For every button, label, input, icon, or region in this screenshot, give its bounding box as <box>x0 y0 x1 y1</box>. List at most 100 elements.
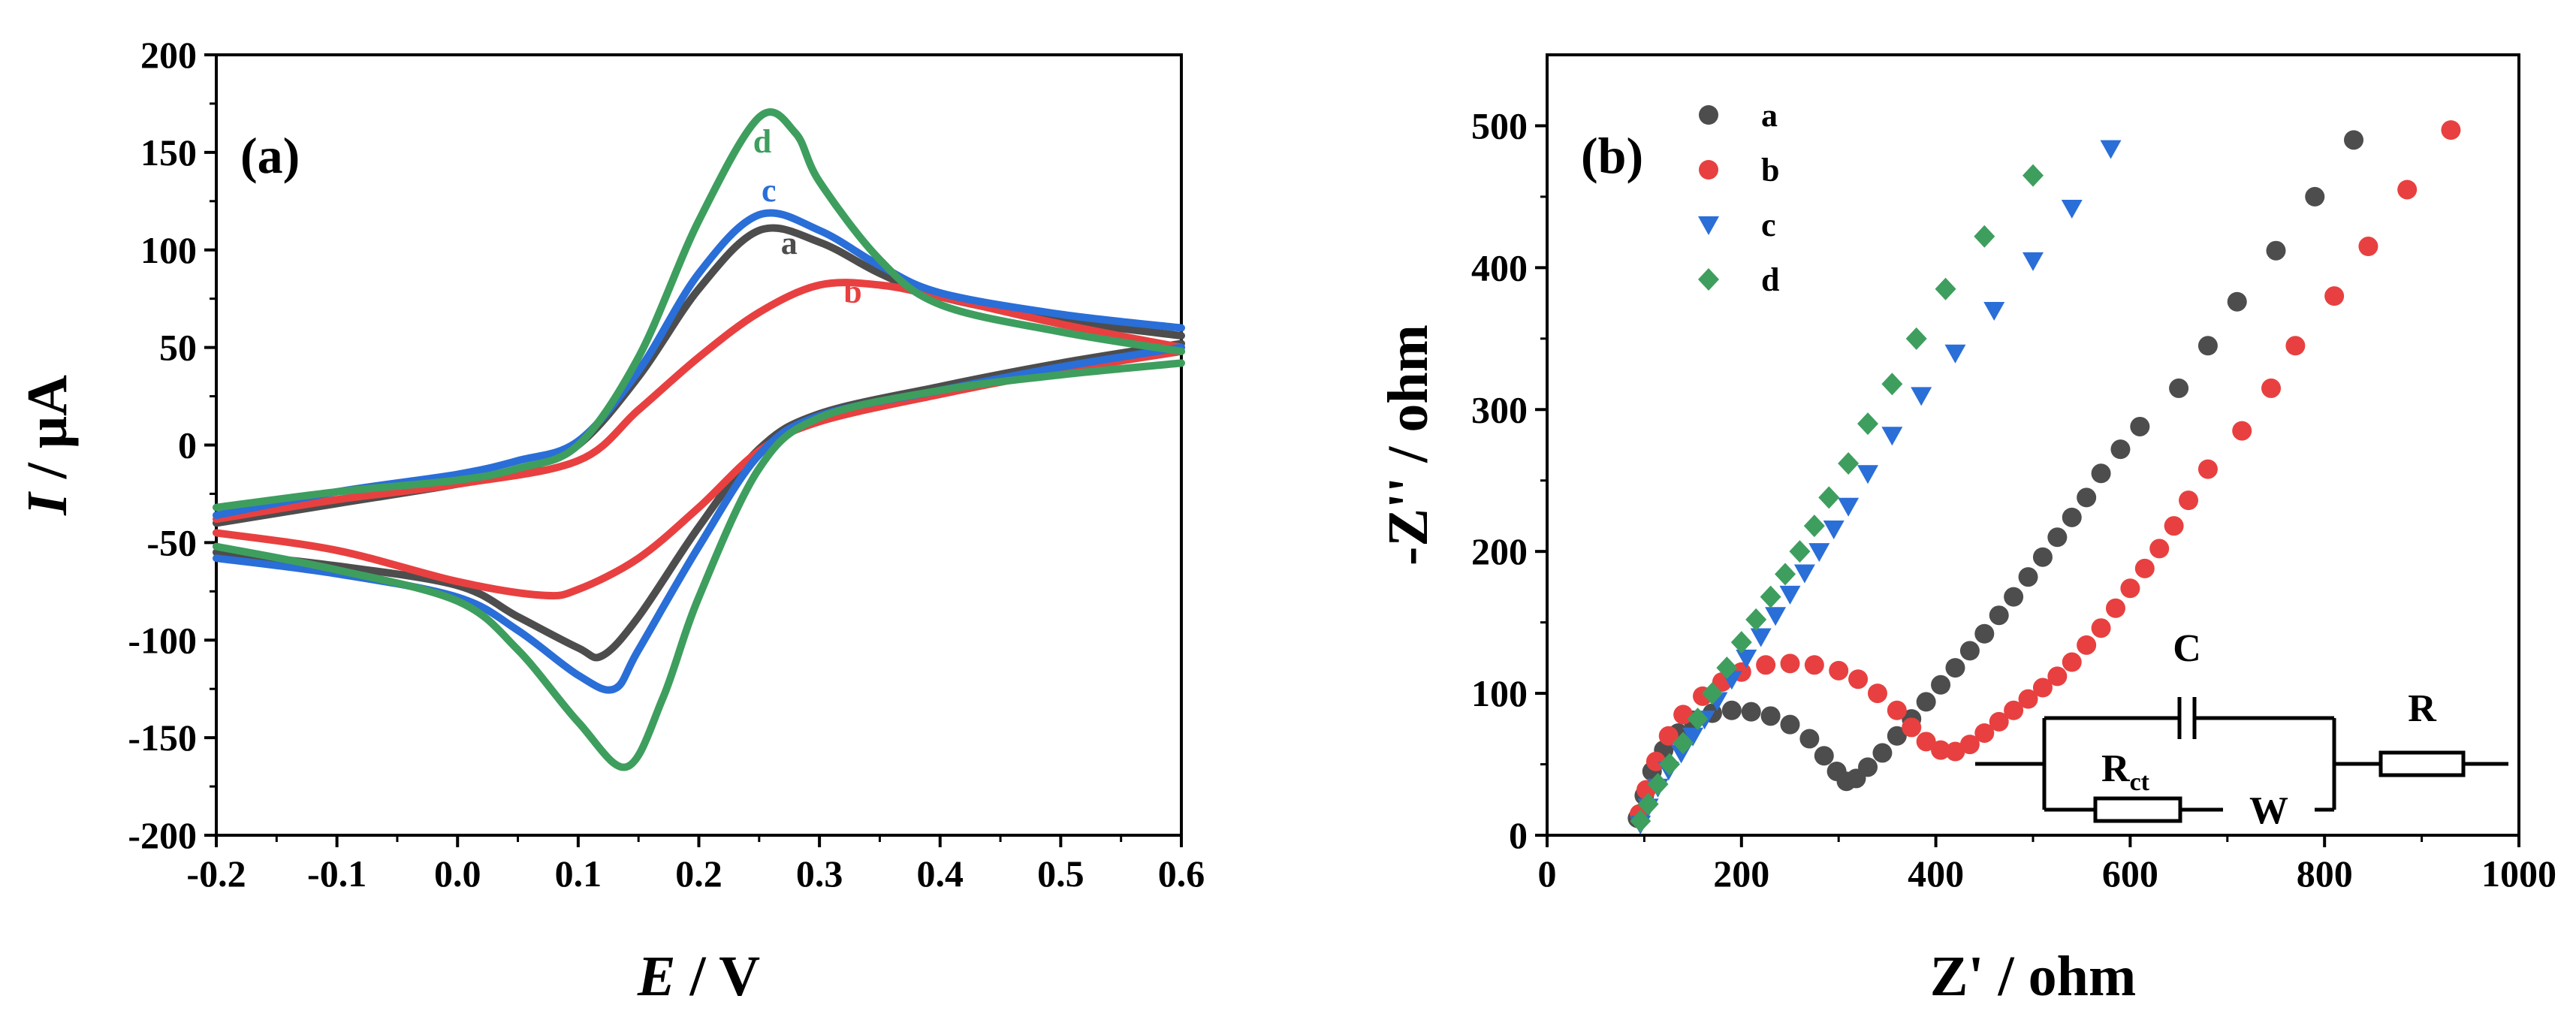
data-point-b <box>2032 677 2053 698</box>
data-point-a <box>2305 186 2325 207</box>
data-point-a <box>1945 658 1965 678</box>
data-point-a <box>1974 623 1995 644</box>
cv-curve-a-cathodic <box>213 340 1185 662</box>
data-point-a <box>1858 757 1878 777</box>
cv-curve-c-cathodic <box>213 343 1185 694</box>
data-point-d <box>1647 772 1669 795</box>
legend-label-a: a <box>1761 97 1778 134</box>
data-point-d <box>1701 682 1723 705</box>
x-tick-label: 600 <box>2102 853 2158 895</box>
data-point-d <box>1935 277 1956 300</box>
y-tick-label: 400 <box>1471 246 1528 288</box>
data-point-c <box>1983 302 2005 321</box>
data-point-b <box>1974 723 1995 743</box>
x-tick-label: 0.0 <box>434 853 481 895</box>
data-point-a <box>1760 706 1781 726</box>
data-point-a <box>1989 605 2009 626</box>
y-tick-label: 200 <box>140 34 197 76</box>
y-axis-label: -Z'' / ohm <box>1377 324 1440 566</box>
data-point-b <box>2358 237 2378 257</box>
legend-label-b: b <box>1761 152 1779 189</box>
y-tick-label: 100 <box>1471 672 1528 714</box>
y-tick-label: 500 <box>1471 104 1528 146</box>
y-tick-label: 300 <box>1471 388 1528 430</box>
data-point-a <box>1872 743 1893 763</box>
data-point-b <box>1959 735 1980 755</box>
y-tick-label: 0 <box>178 424 197 466</box>
data-point-c <box>1808 543 1830 563</box>
circuit-label-rct: Rct <box>2101 747 2150 796</box>
data-point-b <box>2149 539 2170 559</box>
data-point-c <box>1881 427 1903 446</box>
y-axis-label: I / μA <box>16 375 79 516</box>
data-point-d <box>1775 563 1796 586</box>
data-point-a <box>1741 702 1761 722</box>
data-point-c <box>1793 564 1815 584</box>
data-point-a <box>1887 726 1907 746</box>
data-point-b <box>1756 655 1776 675</box>
data-point-d <box>1789 540 1811 563</box>
data-point-d <box>1974 225 1995 248</box>
data-point-b <box>1931 740 1951 760</box>
y-tick-label: 100 <box>140 229 197 271</box>
curve-label-d: d <box>753 123 771 160</box>
data-point-a <box>2169 378 2189 398</box>
data-point-a <box>1721 700 1742 720</box>
data-point-d <box>1838 452 1860 475</box>
y-tick-label: -150 <box>128 717 197 759</box>
x-tick-label: -0.2 <box>186 853 246 895</box>
cv-curve-c-anodic <box>213 209 1185 519</box>
data-point-c <box>1736 649 1757 668</box>
data-point-a <box>2032 547 2053 567</box>
data-point-d <box>1673 732 1694 755</box>
data-point-a <box>2018 567 2038 587</box>
curve-label-a: a <box>781 225 798 261</box>
data-point-b <box>2164 516 2184 536</box>
cv-curve-d-anodic <box>213 108 1185 512</box>
data-point-c <box>2061 200 2083 219</box>
data-point-d <box>1730 631 1752 654</box>
y-tick-label: 0 <box>1509 814 1528 856</box>
x-tick-label: 200 <box>1713 853 1769 895</box>
data-point-b <box>2179 490 2199 511</box>
legend-label-d: d <box>1761 261 1779 298</box>
data-point-a <box>2047 527 2068 548</box>
data-point-a <box>1959 641 1980 661</box>
data-point-b <box>1658 726 1679 746</box>
panel-label: (a) <box>240 127 300 184</box>
data-point-a <box>2266 240 2286 261</box>
x-tick-label: 800 <box>2297 853 2353 895</box>
data-point-a <box>2062 507 2082 527</box>
y-tick-label: 200 <box>1471 530 1528 572</box>
data-point-b <box>1945 741 1965 762</box>
resistor-rct <box>2093 796 2182 823</box>
data-point-b <box>2285 336 2306 356</box>
data-point-c <box>1682 727 1704 747</box>
data-point-b <box>1989 711 2009 732</box>
data-point-b <box>1780 653 1800 674</box>
legend-marker-d <box>1698 268 1719 291</box>
data-point-d <box>1818 486 1840 509</box>
data-point-b <box>1887 700 1907 720</box>
data-point-d <box>1857 412 1879 436</box>
resistor-r <box>2378 750 2466 777</box>
curve-label-c: c <box>762 172 777 209</box>
curve-label-b: b <box>843 273 861 310</box>
data-point-d <box>2022 164 2044 187</box>
y-tick-label: 50 <box>159 327 197 369</box>
data-point-b <box>1829 660 1849 681</box>
data-point-d <box>1716 656 1738 680</box>
legend-label-c: c <box>1761 207 1776 243</box>
data-point-c <box>1779 585 1801 605</box>
x-tick-label: 0.4 <box>917 853 964 895</box>
data-point-a <box>1916 692 1936 712</box>
data-point-d <box>1803 515 1825 538</box>
data-point-b <box>2062 652 2082 672</box>
data-point-c <box>1857 465 1879 484</box>
x-tick-label: 0.3 <box>796 853 843 895</box>
data-point-c <box>1911 387 1932 406</box>
data-point-b <box>2105 598 2125 618</box>
data-point-b <box>2120 578 2140 599</box>
data-point-b <box>2134 558 2155 578</box>
data-point-d <box>1881 373 1903 396</box>
